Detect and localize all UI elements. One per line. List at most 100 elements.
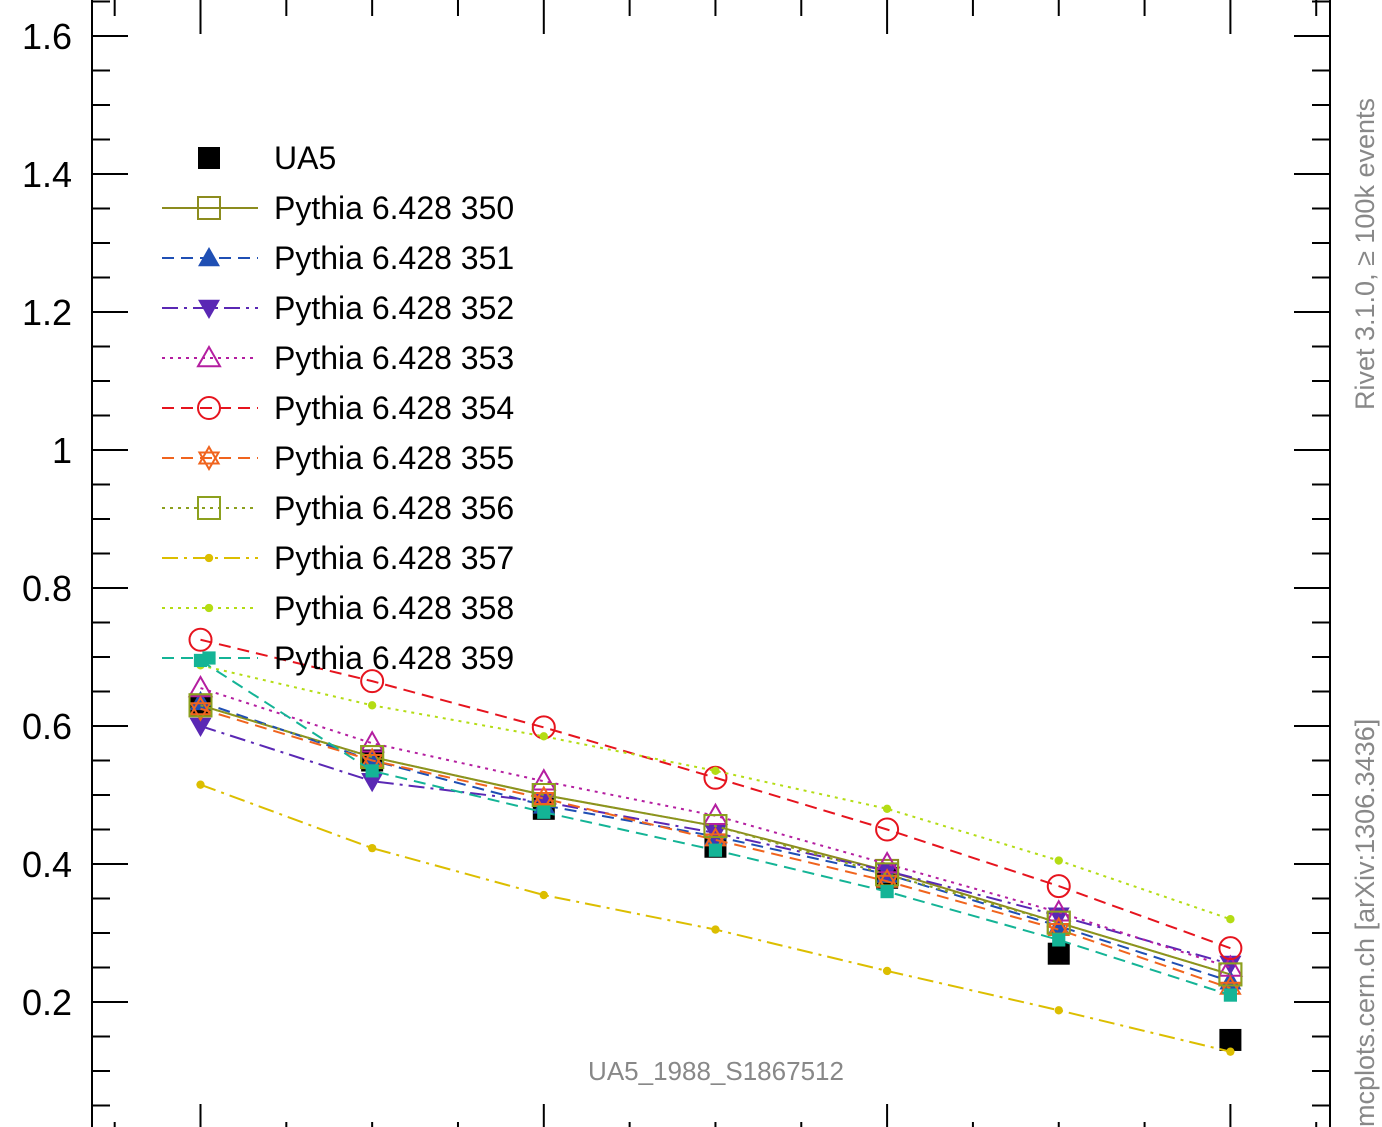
y-tick-label: 1 bbox=[52, 430, 72, 471]
legend-label: Pythia 6.428 359 bbox=[274, 640, 514, 676]
legend-entry: Pythia 6.428 351 bbox=[162, 240, 514, 276]
y-tick-label: 0.4 bbox=[22, 844, 72, 885]
data-point bbox=[704, 833, 727, 853]
side-label-bottom: mcplots.cern.ch [arXiv:1306.3436] bbox=[1350, 719, 1380, 1127]
legend-label: Pythia 6.428 354 bbox=[274, 390, 514, 426]
y-tick-label: 0.2 bbox=[22, 982, 72, 1023]
data-point bbox=[882, 804, 892, 813]
legend-entry: Pythia 6.428 359 bbox=[162, 640, 514, 676]
data-point bbox=[532, 791, 556, 812]
series-line bbox=[200, 664, 1231, 921]
data-point bbox=[189, 717, 212, 737]
y-tick-label-zero: 0 bbox=[52, 1120, 72, 1127]
data-point bbox=[1223, 988, 1237, 1002]
series-line bbox=[200, 638, 1231, 950]
data-point bbox=[188, 693, 213, 718]
data-point bbox=[367, 701, 377, 710]
data-point bbox=[711, 766, 720, 776]
series-line bbox=[200, 704, 1231, 976]
legend-entry: Pythia 6.428 357 bbox=[162, 540, 514, 576]
legend-marker bbox=[198, 299, 220, 319]
data-point bbox=[189, 702, 212, 722]
legend-entry: Pythia 6.428 352 bbox=[162, 290, 514, 326]
series-10 bbox=[193, 653, 1237, 1002]
legend-marker bbox=[197, 496, 221, 520]
legend-marker bbox=[198, 247, 220, 267]
data-point bbox=[1219, 955, 1242, 976]
legend-marker bbox=[204, 603, 214, 613]
data-point bbox=[360, 754, 384, 774]
plot-frame bbox=[91, 0, 1331, 1127]
data-point bbox=[703, 814, 728, 839]
series-9 bbox=[196, 661, 1235, 924]
data-point bbox=[531, 768, 557, 791]
y-tick-label: 0.6 bbox=[22, 706, 72, 747]
data-point bbox=[539, 890, 548, 900]
data-point bbox=[1226, 1047, 1235, 1056]
data-point bbox=[1047, 942, 1070, 965]
legend-label: Pythia 6.428 352 bbox=[274, 290, 514, 326]
y-tick-labels: 0.2 0.4 0.6 0.8 1 1.2 1.4 1.6 0 bbox=[22, 16, 72, 1127]
data-point bbox=[880, 885, 894, 899]
legend-entry: Pythia 6.428 354 bbox=[162, 390, 514, 426]
data-point bbox=[711, 925, 720, 934]
legend-entry: Pythia 6.428 350 bbox=[162, 190, 514, 226]
y-tick-label: 1.4 bbox=[22, 154, 72, 195]
legend-marker bbox=[197, 196, 221, 220]
legend-marker bbox=[197, 396, 221, 420]
data-point bbox=[1054, 1006, 1063, 1015]
legend-label: Pythia 6.428 355 bbox=[274, 440, 514, 476]
data-point bbox=[1047, 923, 1071, 943]
data-point bbox=[365, 764, 379, 778]
data-point bbox=[360, 669, 385, 694]
legend-label: Pythia 6.428 357 bbox=[274, 540, 514, 576]
data-point bbox=[708, 843, 723, 857]
legend-marker bbox=[204, 553, 214, 563]
legend: UA5 Pythia 6.428 350 Pythia 6.428 351 Pythi… bbox=[162, 140, 514, 676]
data-point bbox=[196, 780, 205, 789]
series-layer bbox=[187, 627, 1244, 1056]
series-0 bbox=[189, 694, 1242, 1051]
series-8 bbox=[196, 780, 1235, 1056]
legend-label: UA5 bbox=[274, 140, 336, 176]
y-tick-label: 1.2 bbox=[22, 292, 72, 333]
legend-entry: Pythia 6.428 353 bbox=[162, 340, 514, 376]
watermark-label: UA5_1988_S1867512 bbox=[588, 1056, 844, 1086]
data-point bbox=[367, 843, 377, 853]
data-point bbox=[1052, 933, 1066, 947]
legend-label: Pythia 6.428 358 bbox=[274, 590, 514, 626]
data-point bbox=[1226, 915, 1235, 924]
legend-marker bbox=[202, 651, 216, 665]
legend-label: Pythia 6.428 351 bbox=[274, 240, 514, 276]
data-point bbox=[532, 785, 556, 805]
legend-marker bbox=[197, 445, 221, 465]
legend-label: Pythia 6.428 350 bbox=[274, 190, 514, 226]
legend-marker bbox=[197, 451, 221, 471]
series-line bbox=[200, 707, 1231, 990]
data-point bbox=[188, 627, 213, 652]
legend-marker bbox=[198, 147, 220, 169]
axis-ticks bbox=[92, 0, 1330, 1127]
data-point bbox=[537, 805, 551, 819]
data-point bbox=[1046, 874, 1071, 899]
legend-entry: Pythia 6.428 356 bbox=[162, 490, 514, 526]
data-point bbox=[539, 732, 548, 741]
legend-marker bbox=[196, 344, 222, 368]
data-point bbox=[189, 695, 212, 716]
data-point bbox=[882, 966, 892, 976]
series-5 bbox=[188, 627, 1243, 961]
data-point bbox=[1218, 962, 1243, 987]
data-point bbox=[1218, 936, 1243, 961]
legend-entry: UA5 bbox=[198, 140, 336, 176]
data-point bbox=[875, 874, 899, 895]
side-label-top: Rivet 3.1.0, ≥ 100k events bbox=[1350, 98, 1380, 410]
legend-entry: Pythia 6.428 358 bbox=[162, 590, 514, 626]
data-point bbox=[1219, 1028, 1242, 1051]
data-point bbox=[1054, 856, 1063, 865]
data-point bbox=[875, 817, 900, 842]
y-tick-label: 1.6 bbox=[22, 16, 72, 57]
data-point bbox=[359, 730, 385, 753]
plot-border bbox=[91, 0, 1331, 1127]
legend-label: Pythia 6.428 353 bbox=[274, 340, 514, 376]
